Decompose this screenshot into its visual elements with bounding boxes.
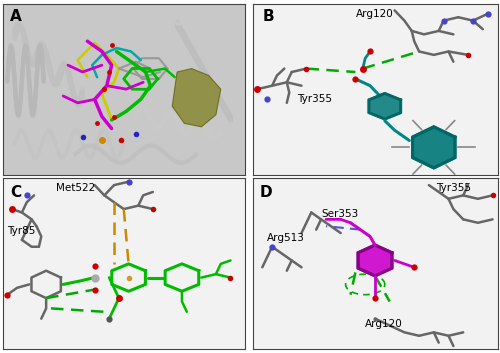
Text: Arg120: Arg120: [365, 319, 403, 329]
Text: D: D: [260, 185, 272, 200]
Text: Arg120: Arg120: [356, 9, 394, 19]
Text: Tyr85: Tyr85: [8, 226, 36, 236]
Text: C: C: [10, 185, 21, 200]
Polygon shape: [369, 94, 400, 119]
Text: B: B: [262, 9, 274, 24]
Polygon shape: [172, 68, 221, 127]
Text: Tyr355: Tyr355: [436, 184, 471, 193]
Polygon shape: [412, 127, 455, 168]
Text: Arg513: Arg513: [267, 233, 305, 243]
Text: Met522: Met522: [56, 184, 95, 193]
Polygon shape: [358, 245, 392, 276]
Text: Tyr355: Tyr355: [296, 94, 332, 104]
Text: A: A: [10, 9, 22, 24]
Text: Ser353: Ser353: [321, 209, 358, 219]
